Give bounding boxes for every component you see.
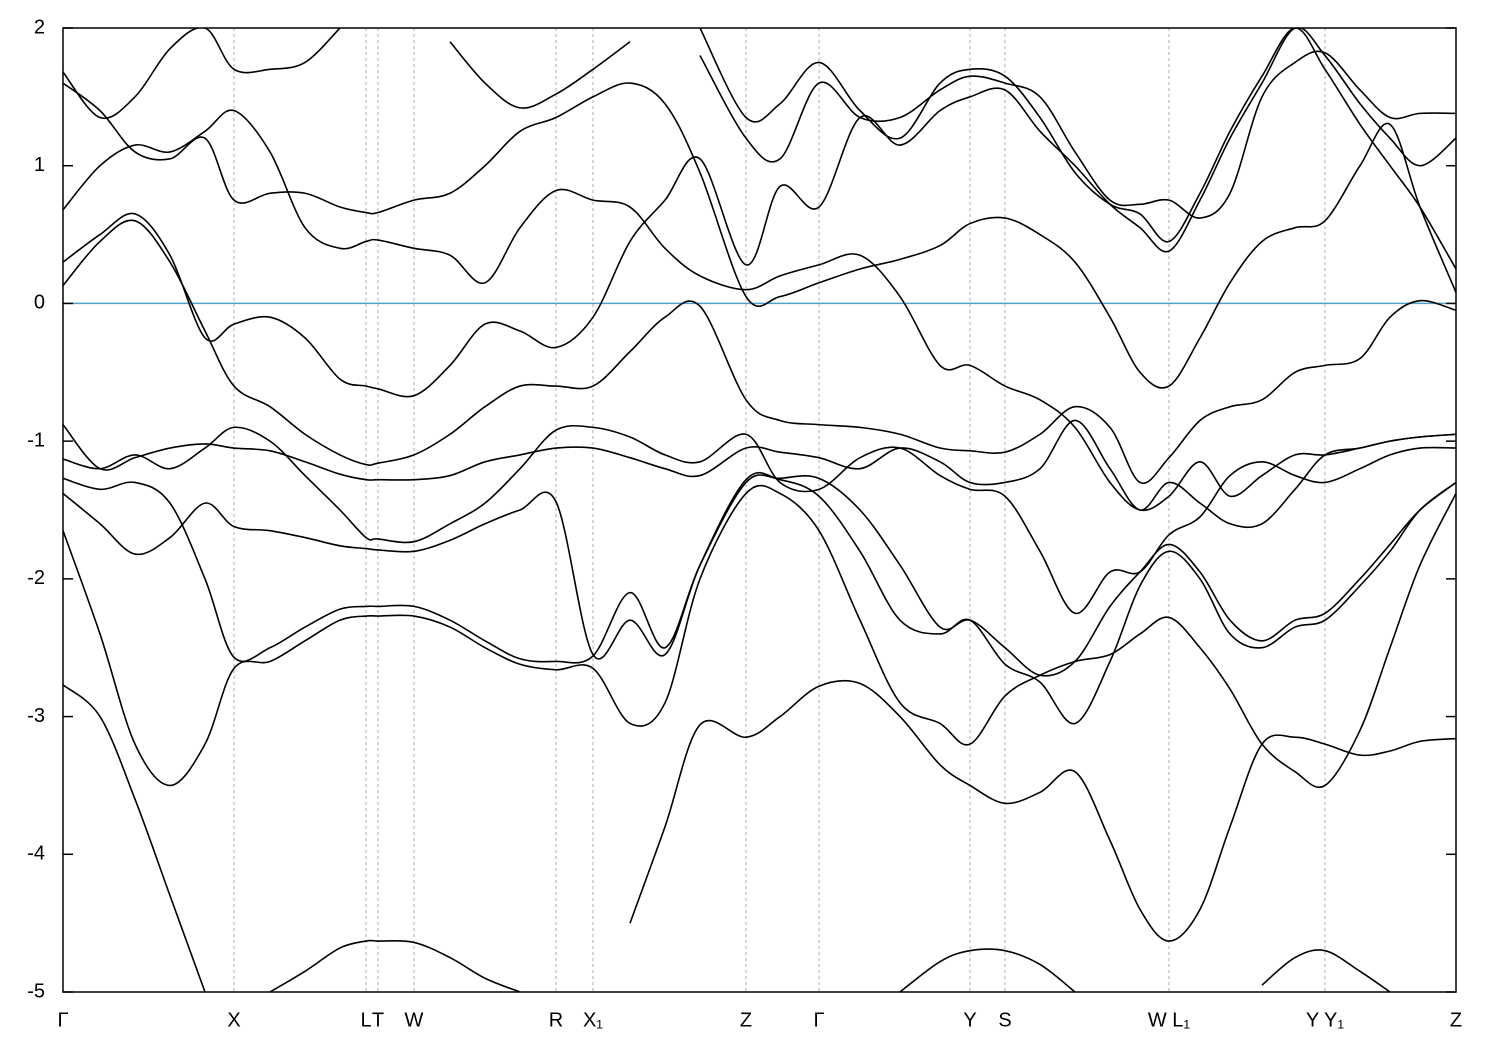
band-line bbox=[63, 679, 1456, 992]
band-line bbox=[63, 219, 1456, 485]
band-line bbox=[63, 424, 1456, 615]
y-tick-label: 1 bbox=[34, 154, 45, 176]
x-tick-label: Z bbox=[740, 1009, 752, 1031]
x-tick-label: W L₁ bbox=[1148, 1009, 1191, 1031]
x-tick-label: S bbox=[998, 1009, 1011, 1031]
band-line bbox=[63, 28, 1456, 219]
grid bbox=[62, 28, 1457, 992]
band-line bbox=[63, 28, 1456, 398]
x-tick-label: L bbox=[360, 1009, 371, 1031]
y-tick-label: 2 bbox=[34, 16, 45, 38]
band-line bbox=[63, 419, 1456, 529]
band-line bbox=[63, 82, 1456, 389]
x-tick-label: R bbox=[549, 1009, 563, 1031]
x-tick-label: W bbox=[405, 1009, 424, 1031]
y-tick-label: -3 bbox=[27, 705, 45, 727]
bands bbox=[63, 28, 1456, 992]
x-tick-label: Y bbox=[963, 1009, 976, 1031]
x-tick-label: Z bbox=[1450, 1009, 1462, 1031]
y-tick-label: -1 bbox=[27, 429, 45, 451]
x-tick-label: Y Y₁ bbox=[1306, 1009, 1345, 1031]
plot-frame bbox=[62, 27, 1457, 993]
x-tick-label: Γ bbox=[813, 1009, 824, 1031]
x-tick-label: X₁ bbox=[583, 1009, 603, 1031]
x-tick-label: T bbox=[372, 1009, 384, 1031]
y-tick-label: -4 bbox=[27, 843, 45, 865]
band-line bbox=[699, 28, 1456, 270]
x-tick-label: Γ bbox=[57, 1009, 68, 1031]
band-line bbox=[63, 484, 1456, 788]
band-line bbox=[63, 109, 1456, 512]
y-tick-label: -2 bbox=[27, 567, 45, 589]
x-tick-label: X bbox=[227, 1009, 240, 1031]
band-line bbox=[63, 474, 1456, 677]
labels: -5 -4 -3 -2 -1 0 1 2 Γ X L T W R X₁ Z Γ Y S W L₁ Y Y₁ Z bbox=[27, 16, 1462, 1031]
y-tick-label: -5 bbox=[27, 980, 45, 1002]
band-line bbox=[899, 948, 1391, 992]
band-line bbox=[63, 471, 1456, 725]
y-tick-label: 0 bbox=[34, 292, 45, 314]
